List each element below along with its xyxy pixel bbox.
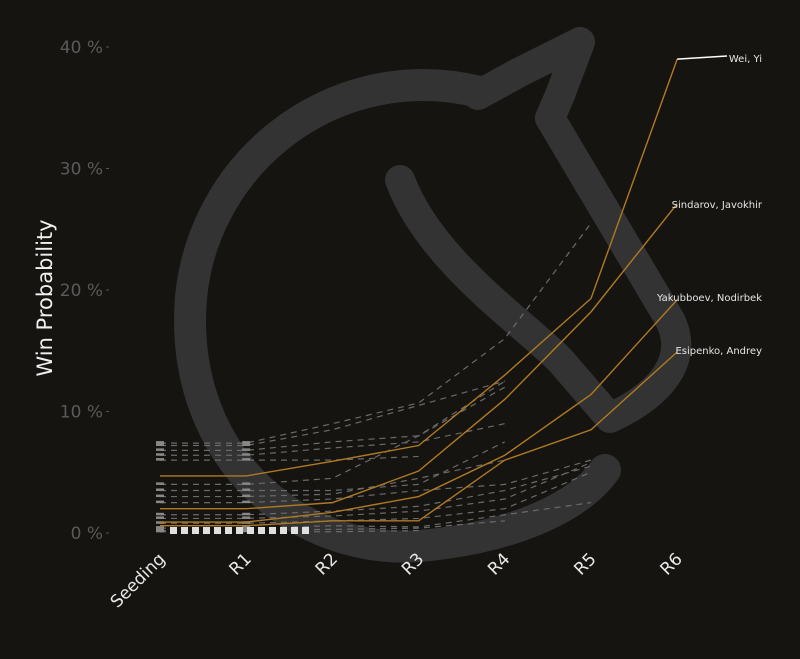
data-point [156, 512, 164, 516]
data-point [225, 527, 232, 534]
series-line-other [160, 455, 419, 461]
series-line-highlight [160, 351, 678, 527]
y-tick-label: 0 % [71, 524, 103, 544]
series-line-other [160, 386, 506, 451]
series-label: Yakubboev, Nodirbek [656, 293, 762, 304]
data-point [156, 482, 164, 485]
data-point [302, 527, 309, 534]
data-point [242, 494, 251, 498]
data-point [242, 516, 251, 519]
data-point [156, 443, 164, 447]
series-line-other [160, 441, 506, 492]
data-point [242, 500, 251, 504]
data-point [280, 527, 287, 534]
x-tick-label: R4 [484, 549, 514, 579]
data-point [156, 488, 164, 491]
data-point [242, 448, 251, 451]
watermark-knight-logo [173, 27, 692, 563]
label-leader-line [677, 55, 728, 60]
data-point [156, 453, 164, 456]
series-label: Sindarov, Javokhir [672, 200, 763, 211]
series-line-other [160, 380, 506, 485]
data-point [269, 527, 276, 534]
y-tick-label: 40 % [60, 38, 103, 58]
x-tick-label: R2 [312, 549, 342, 579]
data-point [156, 500, 164, 504]
data-point [170, 527, 177, 534]
highlighted-series: Wei, Yi Sindarov, Javokhir Yakubboev, Nodi… [160, 54, 763, 527]
series-line-other [160, 461, 592, 520]
data-point [236, 527, 243, 534]
data-point [242, 529, 251, 533]
series-label: Esipenko, Andrey [675, 346, 762, 357]
series-line-other [160, 423, 505, 456]
series-line-highlight [160, 299, 678, 523]
data-point [242, 453, 251, 456]
data-point [156, 516, 164, 519]
x-tick-label: R5 [570, 549, 600, 579]
series-line-highlight [160, 58, 678, 477]
x-tick-label: Seeding [107, 549, 170, 612]
y-axis: 0 % 10 % 20 % 30 % 40 % [60, 38, 109, 544]
series-line-highlight [160, 203, 678, 510]
data-point [203, 527, 210, 534]
data-point [242, 482, 251, 485]
series-line-other [160, 459, 505, 498]
data-point [242, 512, 251, 516]
series-line-other [160, 471, 592, 524]
data-point [156, 441, 164, 444]
data-point [242, 526, 251, 529]
data-point [242, 488, 251, 491]
data-point [291, 527, 298, 534]
y-tick-label: 30 % [60, 160, 103, 180]
x-tick-label: R6 [657, 549, 687, 579]
y-axis-label: Win Probability [33, 219, 57, 376]
series-line-other [160, 380, 505, 447]
data-point [258, 527, 265, 534]
data-point [156, 458, 164, 461]
series-line-other [160, 222, 592, 444]
data-point [242, 458, 251, 461]
series-line-other [160, 465, 592, 516]
data-point [156, 448, 164, 451]
series-line-other [160, 459, 592, 504]
series-label: Wei, Yi [729, 54, 762, 65]
data-point [214, 527, 221, 534]
x-tick-label: R1 [226, 549, 256, 579]
data-point [156, 529, 164, 533]
data-point [247, 527, 254, 534]
data-point [242, 441, 251, 444]
data-point [192, 527, 199, 534]
data-point [156, 526, 164, 529]
data-point [242, 443, 251, 447]
y-tick-label: 10 % [60, 403, 103, 423]
data-point [156, 494, 164, 498]
data-point [181, 527, 188, 534]
y-tick-label: 20 % [60, 281, 103, 301]
